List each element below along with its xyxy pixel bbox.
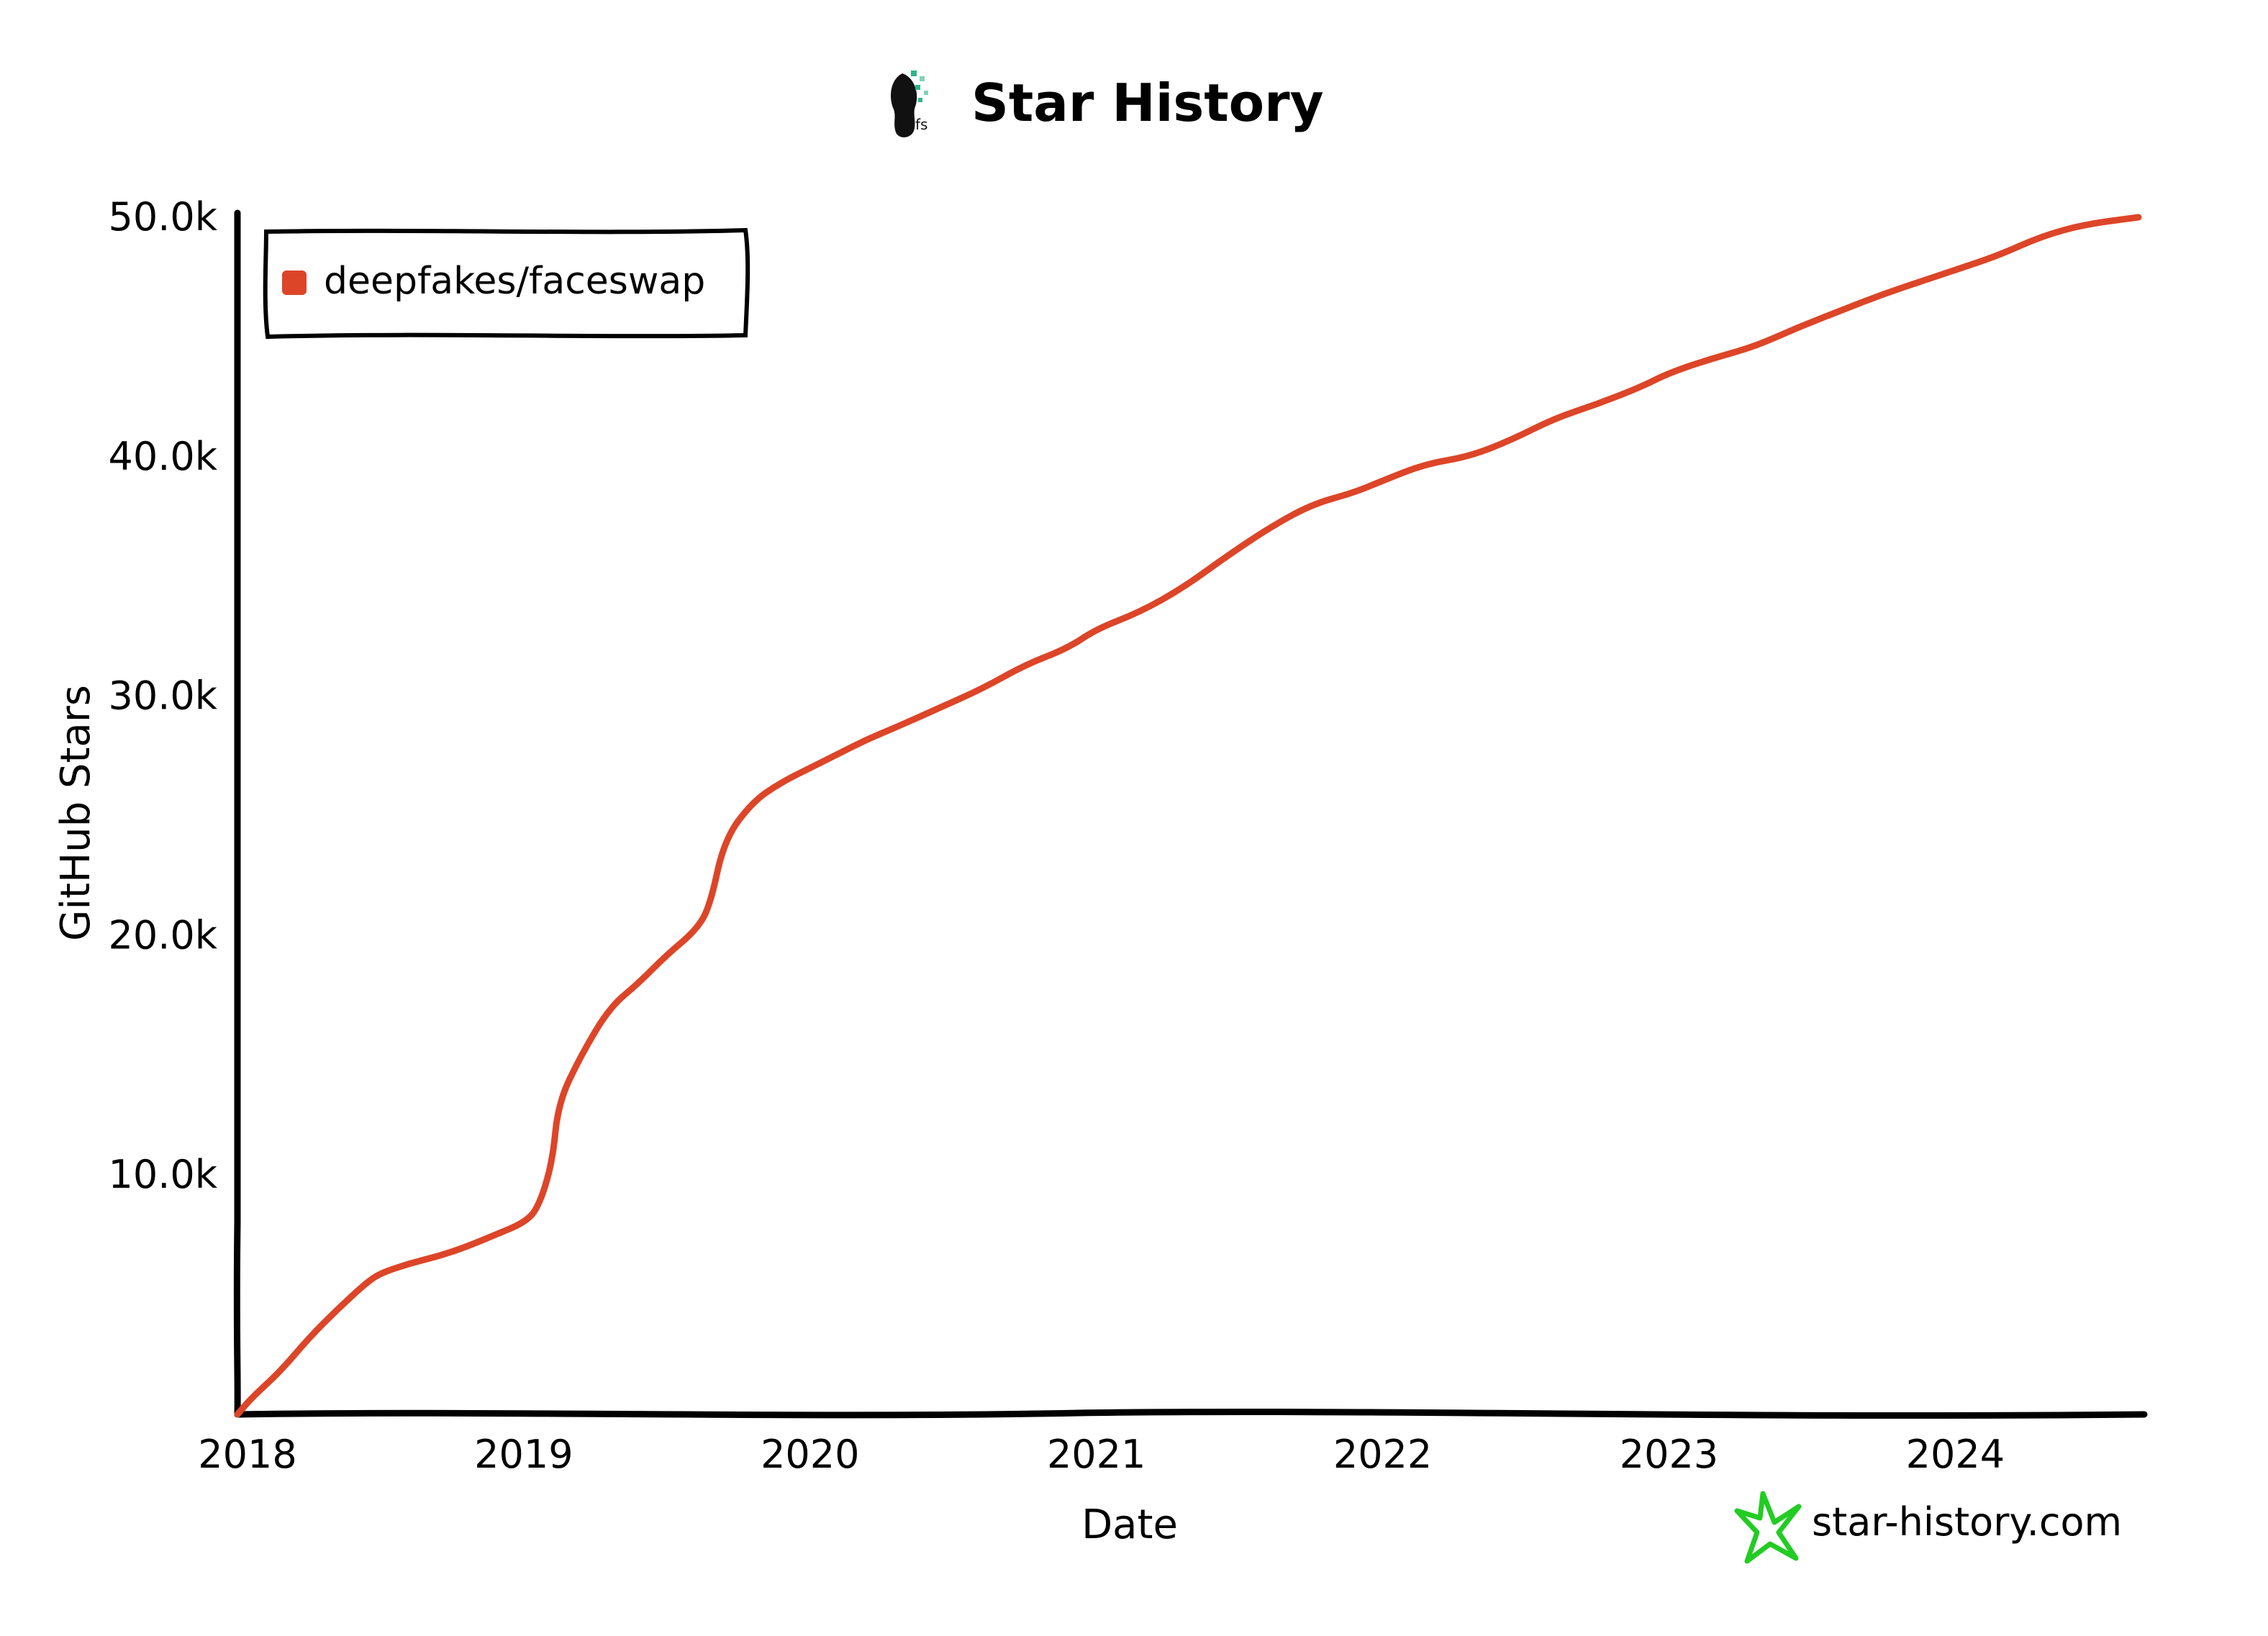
x-tick-labels: 2018 2019 2020 2021 2022 2023 2024 [198,1432,2005,1477]
series-group [234,214,2142,1418]
x-tick-label: 2022 [1333,1432,1432,1477]
legend-label: deepfakes/faceswap [324,260,705,303]
svg-text:fs: fs [915,116,927,133]
y-axis-title: GitHub Stars [53,685,99,941]
y-tick-label: 10.0k [108,1152,217,1197]
x-axis-title: Date [1081,1501,1178,1548]
y-tick-label: 30.0k [108,673,217,719]
chart-title-group: fs Star History [891,71,1324,137]
watermark-text: star-history.com [1812,1499,2122,1545]
y-tick-label: 40.0k [108,434,217,479]
x-tick-label: 2024 [1906,1432,2005,1477]
y-tick-label: 50.0k [108,194,217,240]
y-axis-line [233,209,242,1418]
x-tick-label: 2018 [198,1432,296,1477]
x-tick-label: 2023 [1620,1432,1718,1477]
legend-box [263,227,750,340]
x-axis-line [234,1408,2148,1419]
legend-swatch [282,271,307,295]
x-tick-label: 2020 [761,1432,859,1477]
faceswap-logo-icon: fs [891,71,928,137]
legend: deepfakes/faceswap [263,227,750,340]
chart-title: Star History [971,73,1324,133]
star-icon [1734,1491,1802,1564]
axes [233,209,2148,1419]
x-tick-label: 2021 [1047,1432,1146,1477]
series-line [234,214,2142,1418]
x-tick-label: 2019 [474,1432,573,1477]
y-tick-labels: 10.0k 20.0k 30.0k 40.0k 50.0k [108,194,217,1197]
y-tick-label: 20.0k [108,912,217,958]
watermark: star-history.com [1734,1491,2122,1564]
